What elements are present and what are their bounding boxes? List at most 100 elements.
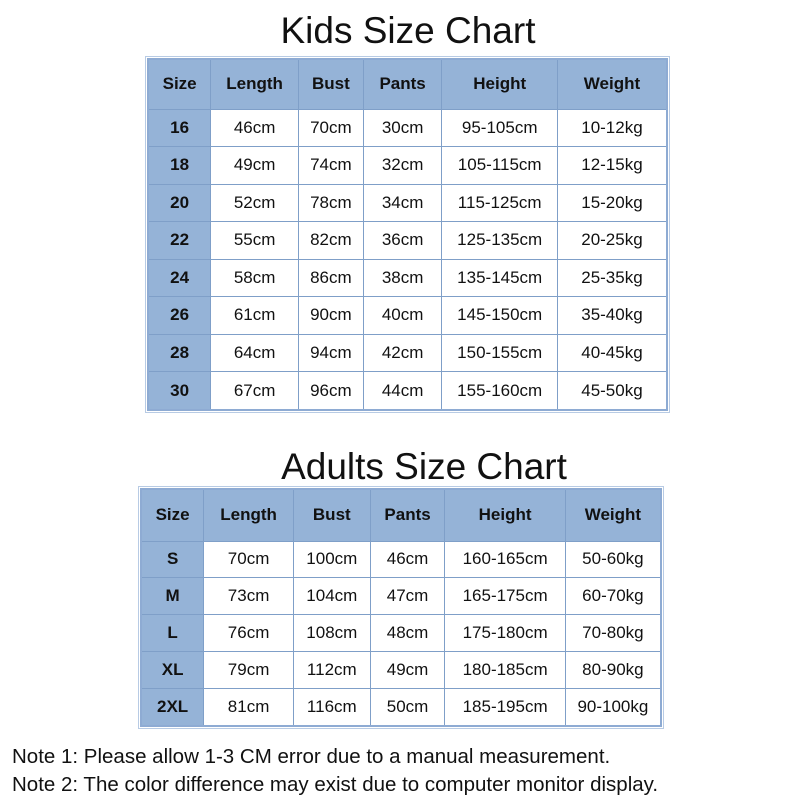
column-header: Bust: [297, 58, 364, 110]
table-cell: 52cm: [210, 183, 299, 222]
table-cell: 50cm: [369, 687, 446, 727]
column-header: Height: [444, 488, 566, 542]
table-cell: 108cm: [292, 614, 371, 652]
table-cell: 20-25kg: [556, 221, 668, 260]
column-header: Bust: [292, 488, 371, 542]
table-cell: 116cm: [292, 687, 371, 727]
table-cell: 160-165cm: [444, 540, 566, 579]
column-header: Size: [140, 488, 205, 542]
table-row: 28 64cm 94cm 42cm 150-155cm 40-45kg: [147, 333, 668, 372]
table-row: L 76cm 108cm 48cm 175-180cm 70-80kg: [140, 614, 662, 652]
table-cell: 100cm: [292, 540, 371, 579]
adults-size-table: Size Length Bust Pants Height Weight S 70cm 100c…: [138, 486, 664, 729]
size-cell: 16: [147, 108, 212, 147]
table-cell: 185-195cm: [444, 687, 566, 727]
table-cell: 32cm: [362, 146, 443, 185]
adults-title: Adults Size Chart: [281, 446, 567, 487]
table-cell: 82cm: [297, 221, 364, 260]
table-cell: 104cm: [292, 577, 371, 616]
table-row: M 73cm 104cm 47cm 165-175cm 60-70kg: [140, 577, 662, 616]
table-cell: 58cm: [210, 258, 299, 297]
table-cell: 48cm: [369, 614, 446, 652]
column-header: Length: [203, 488, 294, 542]
table-cell: 155-160cm: [441, 371, 558, 411]
table-cell: 112cm: [292, 650, 371, 689]
table-cell: 15-20kg: [556, 183, 668, 222]
column-header: Pants: [362, 58, 443, 110]
table-cell: 55cm: [210, 221, 299, 260]
table-cell: 46cm: [210, 108, 299, 147]
column-header: Size: [147, 58, 212, 110]
size-cell: S: [140, 540, 205, 579]
table-cell: 10-12kg: [556, 108, 668, 147]
column-header: Weight: [556, 58, 668, 110]
table-cell: 38cm: [362, 258, 443, 297]
table-cell: 90-100kg: [564, 687, 662, 727]
column-header: Weight: [564, 488, 662, 542]
table-row: 24 58cm 86cm 38cm 135-145cm 25-35kg: [147, 258, 668, 297]
table-row: 26 61cm 90cm 40cm 145-150cm 35-40kg: [147, 296, 668, 335]
table-cell: 80-90kg: [564, 650, 662, 689]
table-row: 20 52cm 78cm 34cm 115-125cm 15-20kg: [147, 183, 668, 222]
table-cell: 81cm: [203, 687, 294, 727]
column-header: Pants: [369, 488, 446, 542]
table-cell: 36cm: [362, 221, 443, 260]
size-cell: 26: [147, 296, 212, 335]
table-cell: 70-80kg: [564, 614, 662, 652]
table-cell: 46cm: [369, 540, 446, 579]
table-cell: 30cm: [362, 108, 443, 147]
table-row: 2XL 81cm 116cm 50cm 185-195cm 90-100kg: [140, 687, 662, 727]
table-cell: 40-45kg: [556, 333, 668, 372]
table-cell: 125-135cm: [441, 221, 558, 260]
table-cell: 67cm: [210, 371, 299, 411]
table-cell: 12-15kg: [556, 146, 668, 185]
column-header: Height: [441, 58, 558, 110]
table-cell: 60-70kg: [564, 577, 662, 616]
size-cell: 20: [147, 183, 212, 222]
size-cell: L: [140, 614, 205, 652]
size-cell: XL: [140, 650, 205, 689]
column-header: Length: [210, 58, 299, 110]
size-cell: M: [140, 577, 205, 616]
table-cell: 95-105cm: [441, 108, 558, 147]
table-cell: 40cm: [362, 296, 443, 335]
note-2: Note 2: The color difference may exist d…: [12, 773, 659, 796]
table-cell: 94cm: [297, 333, 364, 372]
table-cell: 70cm: [297, 108, 364, 147]
table-cell: 64cm: [210, 333, 299, 372]
table-cell: 74cm: [297, 146, 364, 185]
table-cell: 78cm: [297, 183, 364, 222]
table-cell: 79cm: [203, 650, 294, 689]
table-row: 22 55cm 82cm 36cm 125-135cm 20-25kg: [147, 221, 668, 260]
table-cell: 105-115cm: [441, 146, 558, 185]
table-cell: 42cm: [362, 333, 443, 372]
table-cell: 44cm: [362, 371, 443, 411]
size-cell: 30: [147, 371, 212, 411]
size-cell: 24: [147, 258, 212, 297]
header-row: Size Length Bust Pants Height Weight: [140, 488, 662, 542]
table-cell: 47cm: [369, 577, 446, 616]
table-cell: 45-50kg: [556, 371, 668, 411]
table-cell: 96cm: [297, 371, 364, 411]
size-cell: 22: [147, 221, 212, 260]
table-cell: 90cm: [297, 296, 364, 335]
header-row: Size Length Bust Pants Height Weight: [147, 58, 668, 110]
size-cell: 18: [147, 146, 212, 185]
table-cell: 25-35kg: [556, 258, 668, 297]
kids-title: Kids Size Chart: [280, 10, 536, 51]
table-cell: 73cm: [203, 577, 294, 616]
size-cell: 2XL: [140, 687, 205, 727]
table-row: S 70cm 100cm 46cm 160-165cm 50-60kg: [140, 540, 662, 579]
table-cell: 76cm: [203, 614, 294, 652]
table-cell: 70cm: [203, 540, 294, 579]
table-cell: 180-185cm: [444, 650, 566, 689]
table-cell: 34cm: [362, 183, 443, 222]
table-cell: 175-180cm: [444, 614, 566, 652]
table-row: 30 67cm 96cm 44cm 155-160cm 45-50kg: [147, 371, 668, 411]
table-cell: 86cm: [297, 258, 364, 297]
table-cell: 49cm: [369, 650, 446, 689]
table-row: 18 49cm 74cm 32cm 105-115cm 12-15kg: [147, 146, 668, 185]
note-1: Note 1: Please allow 1-3 CM error due to…: [12, 745, 611, 768]
table-cell: 50-60kg: [564, 540, 662, 579]
table-cell: 165-175cm: [444, 577, 566, 616]
